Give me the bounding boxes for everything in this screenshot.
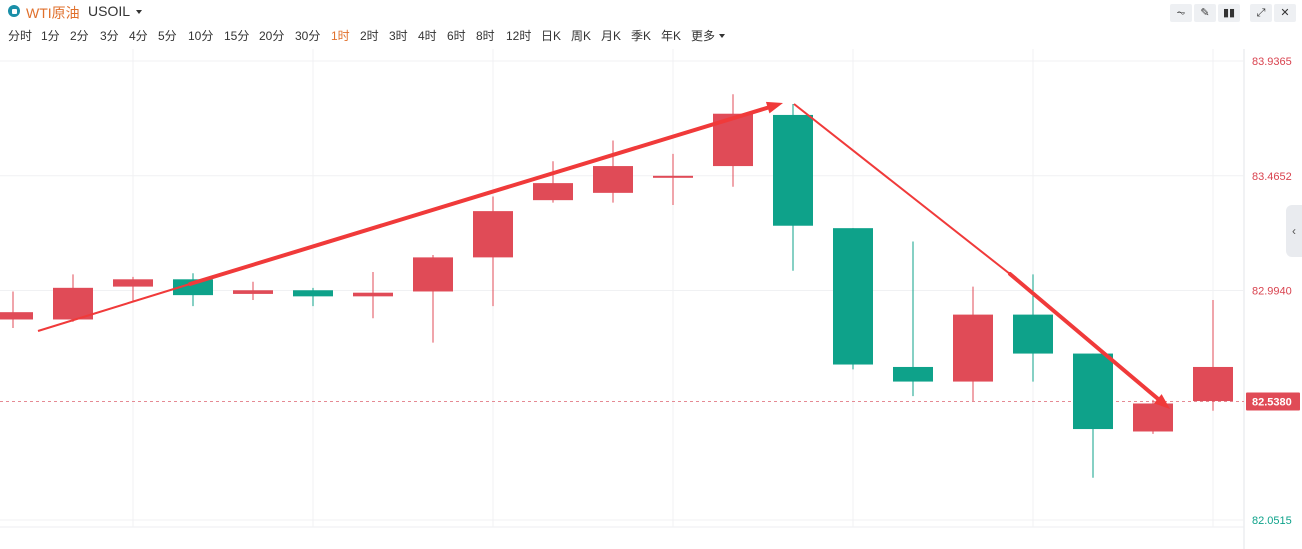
y-tick-label-4: 82.0515 — [1252, 515, 1292, 527]
period-16[interactable]: 12时 — [506, 29, 532, 43]
instrument-title[interactable]: WTI原油 — [26, 5, 80, 21]
period-1[interactable]: 1分 — [41, 29, 60, 43]
candle-body-4 — [233, 290, 273, 294]
candle-body-9 — [533, 183, 573, 201]
current-price-tag — [1246, 392, 1300, 411]
chart-header: WTI原油 USOIL ⏦ ✎ ▮▮ ⤢ ✕ — [0, 0, 1302, 24]
period-8[interactable]: 20分 — [259, 29, 285, 43]
trend-arrow-down — [1008, 272, 1170, 409]
period-14[interactable]: 6时 — [447, 29, 466, 43]
period-12[interactable]: 3时 — [389, 29, 408, 43]
close-icon[interactable]: ✕ — [1274, 4, 1296, 22]
period-4[interactable]: 4分 — [129, 29, 148, 43]
line-chart-icon[interactable]: ⏦ — [1170, 4, 1192, 22]
candle-body-15 — [893, 366, 933, 382]
candle-body-6 — [353, 292, 393, 297]
fullscreen-icon[interactable]: ⤢ — [1250, 4, 1272, 22]
candlestick-chart[interactable]: 83.9365 83.4652 82.9940 82.0515 82.5380 — [0, 49, 1302, 549]
trend-arrow-down-tail — [793, 103, 1011, 275]
candle-body-13 — [773, 114, 813, 226]
draw-pen-icon[interactable]: ✎ — [1194, 4, 1216, 22]
chevron-down-icon[interactable] — [136, 10, 142, 14]
instrument-symbol[interactable]: USOIL — [88, 3, 131, 19]
period-13[interactable]: 4时 — [418, 29, 437, 43]
candle-body-19 — [1133, 403, 1173, 432]
period-9[interactable]: 30分 — [295, 29, 321, 43]
period-15[interactable]: 8时 — [476, 29, 495, 43]
period-18[interactable]: 周K — [571, 29, 592, 43]
candle-body-17 — [1013, 314, 1053, 354]
candlestick-icon[interactable]: ▮▮ — [1218, 4, 1240, 22]
y-tick-label-2: 82.9940 — [1252, 286, 1292, 298]
current-price-label: 82.5380 — [1252, 397, 1292, 409]
candle-body-18 — [1073, 353, 1113, 430]
y-tick-label-0: 83.9365 — [1252, 56, 1292, 68]
period-selector: 分时 1分 2分 3分 4分 5分 10分 15分 20分 30分 1时 2时 3时 4时 6时 8时 12时日… — [0, 27, 760, 45]
period-7[interactable]: 15分 — [224, 29, 250, 43]
trend-arrow-up — [188, 101, 783, 286]
period-22[interactable]: 更多 — [691, 29, 716, 43]
instrument-logo-icon — [8, 5, 20, 17]
candle-body-2 — [113, 279, 153, 287]
period-10[interactable]: 1时 — [331, 29, 350, 43]
more-caret-icon[interactable] — [719, 34, 725, 38]
candle-body-1 — [53, 287, 93, 320]
candle-body-11 — [653, 175, 693, 178]
candle-body-7 — [413, 257, 453, 292]
period-19[interactable]: 月K — [601, 29, 622, 43]
candle-body-16 — [953, 314, 993, 382]
candle-body-0 — [0, 312, 33, 320]
period-0[interactable]: 分时 — [8, 29, 33, 43]
period-20[interactable]: 季K — [631, 29, 652, 43]
candle-body-20 — [1193, 366, 1233, 402]
period-2[interactable]: 2分 — [70, 29, 89, 43]
period-5[interactable]: 5分 — [158, 29, 177, 43]
candle-body-14 — [833, 228, 873, 365]
candle-body-5 — [293, 290, 333, 297]
chevron-left-icon: ‹ — [1292, 224, 1296, 238]
period-3[interactable]: 3分 — [100, 29, 119, 43]
candle-body-3 — [173, 279, 213, 296]
period-17[interactable]: 日K — [541, 29, 562, 43]
period-6[interactable]: 10分 — [188, 29, 214, 43]
expand-panel-button[interactable]: ‹ — [1286, 205, 1302, 257]
period-21[interactable]: 年K — [661, 29, 682, 43]
trend-arrow-up-tail — [37, 283, 191, 332]
y-tick-label-1: 83.4652 — [1252, 171, 1292, 183]
candle-body-10 — [593, 166, 633, 193]
candle-body-8 — [473, 211, 513, 258]
period-11[interactable]: 2时 — [360, 29, 379, 43]
